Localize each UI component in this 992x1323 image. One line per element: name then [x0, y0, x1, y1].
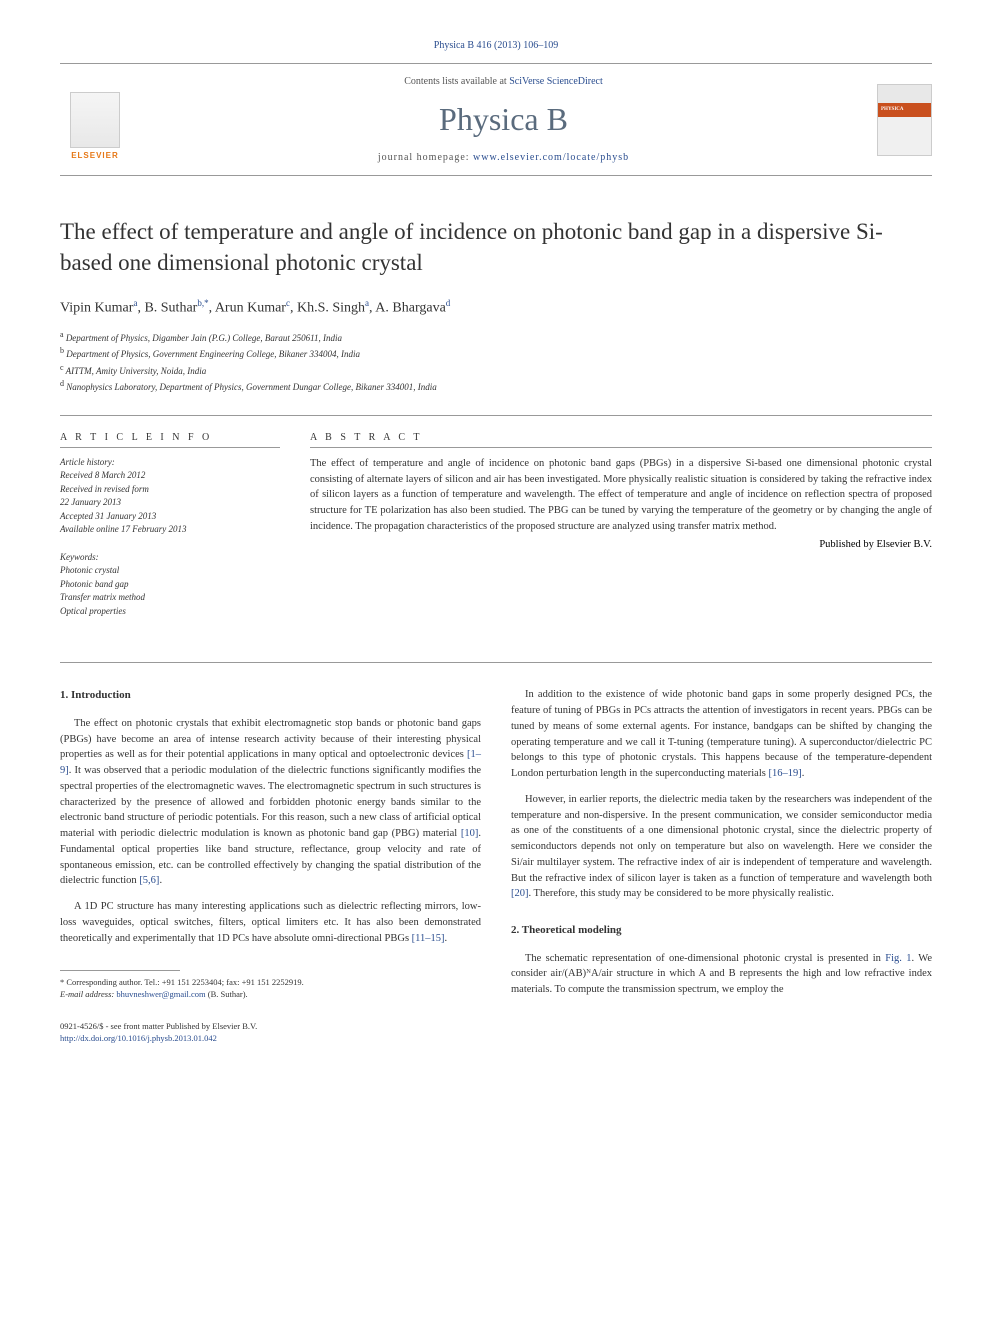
issn-line: 0921-4526/$ - see front matter Published… — [60, 1021, 481, 1033]
article-info-column: A R T I C L E I N F O Article history: R… — [60, 432, 280, 633]
ref-link[interactable]: [20] — [511, 888, 529, 899]
affiliation-d: d Nanophysics Laboratory, Department of … — [60, 378, 932, 395]
affiliation-c: c AITTM, Amity University, Noida, India — [60, 362, 932, 379]
journal-name: Physica B — [130, 101, 877, 138]
intro-paragraph-1: The effect on photonic crystals that exh… — [60, 716, 481, 889]
corresponding-author-footnote: * Corresponding author. Tel.: +91 151 22… — [60, 977, 481, 1001]
publisher-logo-text: ELSEVIER — [71, 151, 119, 160]
homepage-prefix: journal homepage: — [378, 152, 473, 163]
author-4-aff: a — [365, 298, 369, 308]
aff-link-d[interactable]: d — [446, 298, 451, 308]
doi-link[interactable]: http://dx.doi.org/10.1016/j.physb.2013.0… — [60, 1033, 217, 1043]
cover-band-text: PHYSICA — [881, 107, 904, 112]
aff-link-a2[interactable]: a — [365, 298, 369, 308]
body-columns: 1. Introduction The effect on photonic c… — [60, 687, 932, 1045]
article-info-heading: A R T I C L E I N F O — [60, 432, 280, 443]
authors-line: Vipin Kumara, B. Sutharb,*, Arun Kumarc,… — [60, 298, 932, 317]
affiliation-d-text: Nanophysics Laboratory, Department of Ph… — [66, 382, 436, 392]
col2-paragraph-2: However, in earlier reports, the dielect… — [511, 792, 932, 902]
elsevier-tree-icon — [70, 92, 120, 148]
footer-block: 0921-4526/$ - see front matter Published… — [60, 1021, 481, 1045]
info-abstract-row: A R T I C L E I N F O Article history: R… — [60, 415, 932, 633]
contents-available-line: Contents lists available at SciVerse Sci… — [130, 76, 877, 87]
publisher-line: Published by Elsevier B.V. — [310, 539, 932, 550]
intro-p1-text: The effect on photonic crystals that exh… — [60, 718, 481, 887]
revised-date: 22 January 2013 — [60, 496, 280, 510]
affiliation-c-text: AITTM, Amity University, Noida, India — [66, 366, 207, 376]
abstract-text: The effect of temperature and angle of i… — [310, 456, 932, 535]
article-title: The effect of temperature and angle of i… — [60, 216, 932, 278]
ref-link[interactable]: [11–15] — [412, 933, 445, 944]
keyword-2: Photonic band gap — [60, 578, 280, 592]
body-column-right: In addition to the existence of wide pho… — [511, 687, 932, 1045]
abstract-column: A B S T R A C T The effect of temperatur… — [310, 432, 932, 633]
author-2: B. Suthar — [144, 301, 197, 316]
accepted-date: Accepted 31 January 2013 — [60, 510, 280, 524]
affiliations-block: a Department of Physics, Digamber Jain (… — [60, 329, 932, 395]
header-center: Contents lists available at SciVerse Sci… — [130, 76, 877, 163]
corr-author-line: * Corresponding author. Tel.: +91 151 22… — [60, 977, 481, 989]
col2-p2-text: However, in earlier reports, the dielect… — [511, 794, 932, 900]
keywords-block: Keywords: Photonic crystal Photonic band… — [60, 551, 280, 619]
author-5-aff: d — [446, 298, 451, 308]
ref-link[interactable]: [1–9] — [60, 749, 481, 776]
ref-link[interactable]: [16–19] — [768, 768, 801, 779]
keywords-label: Keywords: — [60, 551, 280, 565]
article-history-block: Article history: Received 8 March 2012 R… — [60, 456, 280, 537]
theory-p1-text: The schematic representation of one-dime… — [511, 953, 932, 996]
keyword-4: Optical properties — [60, 605, 280, 619]
cover-thumb-band: PHYSICA — [878, 103, 931, 117]
author-2-aff: b,* — [197, 298, 208, 308]
received-date: Received 8 March 2012 — [60, 469, 280, 483]
journal-header: ELSEVIER Contents lists available at Sci… — [60, 63, 932, 176]
col2-paragraph-1: In addition to the existence of wide pho… — [511, 687, 932, 782]
author-1: Vipin Kumar — [60, 301, 133, 316]
author-5: A. Bhargava — [375, 301, 446, 316]
aff-link-b-corr[interactable]: b,* — [197, 298, 208, 308]
intro-p2-text: A 1D PC structure has many interesting a… — [60, 901, 481, 944]
figure-link[interactable]: Fig. 1 — [885, 953, 911, 964]
footnote-rule — [60, 970, 180, 971]
affiliation-b: b Department of Physics, Government Engi… — [60, 345, 932, 362]
revised-label: Received in revised form — [60, 483, 280, 497]
keyword-3: Transfer matrix method — [60, 591, 280, 605]
online-date: Available online 17 February 2013 — [60, 523, 280, 537]
journal-reference: Physica B 416 (2013) 106–109 — [60, 40, 932, 51]
ref-link[interactable]: [5,6] — [139, 875, 159, 886]
author-4: Kh.S. Singh — [297, 301, 365, 316]
section-1-heading: 1. Introduction — [60, 687, 481, 704]
keyword-1: Photonic crystal — [60, 564, 280, 578]
affiliation-a: a Department of Physics, Digamber Jain (… — [60, 329, 932, 346]
publisher-logo: ELSEVIER — [60, 80, 130, 160]
sciencedirect-link[interactable]: SciVerse ScienceDirect — [509, 76, 603, 87]
email-label: E-mail address: — [60, 989, 116, 999]
email-suffix: (B. Suthar). — [206, 989, 248, 999]
aff-link-c[interactable]: c — [286, 298, 290, 308]
abstract-rule — [310, 447, 932, 448]
journal-cover-thumbnail: PHYSICA — [877, 84, 932, 156]
section-2-heading: 2. Theoretical modeling — [511, 922, 932, 939]
article-info-rule — [60, 447, 280, 448]
email-link[interactable]: bhuvneshwer@gmail.com — [116, 989, 205, 999]
affiliation-b-text: Department of Physics, Government Engine… — [66, 349, 360, 359]
author-3-aff: c — [286, 298, 290, 308]
author-1-aff: a — [133, 298, 137, 308]
homepage-link[interactable]: www.elsevier.com/locate/physb — [473, 152, 629, 163]
cover-thumb-top — [878, 85, 931, 103]
contents-prefix: Contents lists available at — [404, 76, 509, 87]
author-3: Arun Kumar — [215, 301, 286, 316]
homepage-line: journal homepage: www.elsevier.com/locat… — [130, 152, 877, 163]
intro-paragraph-2: A 1D PC structure has many interesting a… — [60, 899, 481, 946]
ref-link[interactable]: [10] — [461, 828, 479, 839]
body-top-rule — [60, 662, 932, 663]
affiliation-a-text: Department of Physics, Digamber Jain (P.… — [66, 333, 342, 343]
col2-p1-text: In addition to the existence of wide pho… — [511, 689, 932, 779]
aff-link-a[interactable]: a — [133, 298, 137, 308]
history-label: Article history: — [60, 456, 280, 470]
theory-paragraph-1: The schematic representation of one-dime… — [511, 951, 932, 998]
email-line: E-mail address: bhuvneshwer@gmail.com (B… — [60, 989, 481, 1001]
abstract-heading: A B S T R A C T — [310, 432, 932, 443]
body-column-left: 1. Introduction The effect on photonic c… — [60, 687, 481, 1045]
